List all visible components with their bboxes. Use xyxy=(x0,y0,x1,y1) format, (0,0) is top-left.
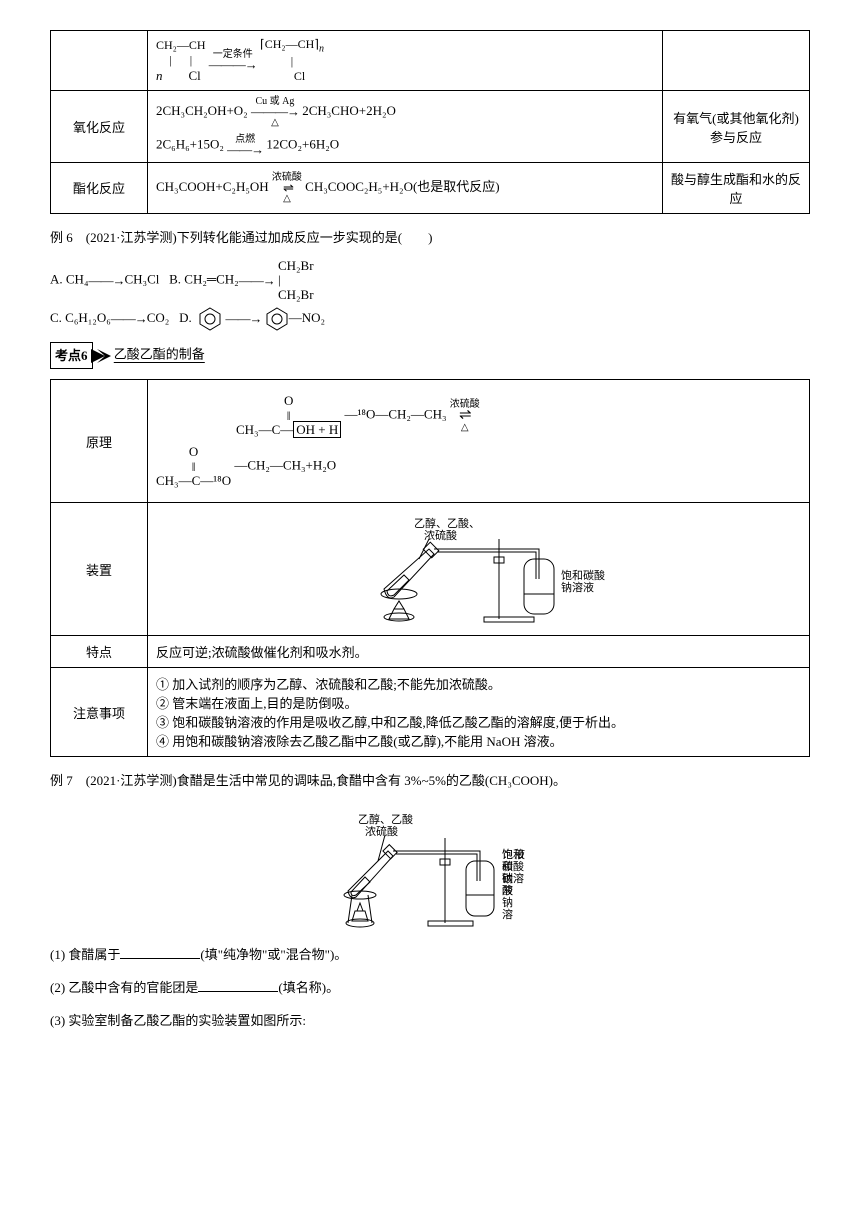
ethyl-acetate-table: 原理 O ‖ CH₃—C—OH + H —¹⁸O—CH₂—CH₃ 浓硫酸 ⇌ △… xyxy=(50,379,810,757)
row1-equations: 2CH₃CH₂OH+O₂ Cu 或 Ag ———→ △ 2CH₃CHO+2H₂O… xyxy=(148,91,663,162)
row0-note xyxy=(663,31,810,91)
example7-apparatus: 乙醇、乙酸浓硫酸 饱和碳酸钠溶液 饱和碳酸钠溶液 xyxy=(50,803,810,933)
row1-label: 氧化反应 xyxy=(51,91,148,162)
nitrobenzene-icon xyxy=(265,306,289,332)
notes-label: 注意事项 xyxy=(51,668,148,757)
arrow-icon xyxy=(91,349,111,363)
reagent-text: 乙醇、乙酸、浓硫酸 xyxy=(414,516,480,542)
row2-equation: CH₃COOH+C₂H₅OH 浓硫酸 ⇌ △ CH₃COOC₂H₅+H₂O(也是… xyxy=(148,162,663,213)
benzene-icon xyxy=(198,306,222,332)
apparatus-diagram2-icon: 乙醇、乙酸浓硫酸 饱和碳酸钠溶液 饱和碳酸钠溶液 xyxy=(310,803,550,933)
example7-q3: (3) 实验室制备乙酸乙酯的实验装置如图所示: xyxy=(50,1009,810,1032)
principle-equation: O ‖ CH₃—C—OH + H —¹⁸O—CH₂—CH₃ 浓硫酸 ⇌ △ O … xyxy=(148,380,810,503)
apparatus-cell: 乙醇、乙酸、浓硫酸 饱和碳酸钠溶液 xyxy=(148,503,810,636)
feature-label: 特点 xyxy=(51,636,148,668)
blank-input[interactable] xyxy=(120,944,200,959)
row0-label-cell xyxy=(51,31,148,91)
example7-q1: (1) 食醋属于(填"纯净物"或"混合物")。 xyxy=(50,943,810,966)
row1-note: 有氧气(或其他氧化剂)参与反应 xyxy=(663,91,810,162)
row2-label: 酯化反应 xyxy=(51,162,148,213)
row2-note: 酸与醇生成酯和水的反应 xyxy=(663,162,810,213)
kaodian-title: 乙酸乙酯的制备 xyxy=(114,347,205,362)
svg-text:饱和碳酸钠溶液: 饱和碳酸钠溶液 xyxy=(502,847,524,897)
blank-input[interactable] xyxy=(198,977,278,992)
feature-text: 反应可逆;浓硫酸做催化剂和吸水剂。 xyxy=(148,636,810,668)
principle-label: 原理 xyxy=(51,380,148,503)
reaction-type-table: CH₂—CH | | n Cl 一定条件 ———→ ⌈CH₂—CH⌉n | Cl… xyxy=(50,30,810,214)
apparatus-label: 装置 xyxy=(51,503,148,636)
example7-q2: (2) 乙酸中含有的官能团是(填名称)。 xyxy=(50,976,810,999)
example6-title: 例 6 (2021·江苏学测)下列转化能通过加成反应一步实现的是( ) xyxy=(50,226,810,249)
kaodian-tag: 考点6 xyxy=(50,342,93,369)
notes-list: ① 加入试剂的顺序为乙醇、浓硫酸和乙酸;不能先加浓硫酸。 ② 管末端在液面上,目… xyxy=(148,668,810,757)
apparatus-diagram-icon: 乙醇、乙酸、浓硫酸 饱和碳酸钠溶液 xyxy=(339,509,619,629)
svg-text:饱和碳酸钠溶液: 饱和碳酸钠溶液 xyxy=(561,568,605,594)
example6-options: A. CH₄——→CH₃Cl B. CH₂═CH₂——→ CH₂Br | CH₂… xyxy=(50,259,810,332)
row0-equation: CH₂—CH | | n Cl 一定条件 ———→ ⌈CH₂—CH⌉n | Cl xyxy=(148,31,663,91)
kaodian6-heading: 考点6 乙酸乙酯的制备 xyxy=(50,342,810,369)
svg-text:乙醇、乙酸浓硫酸: 乙醇、乙酸浓硫酸 xyxy=(358,812,413,838)
example7-title: 例 7 (2021·江苏学测)食醋是生活中常见的调味品,食醋中含有 3%~5%的… xyxy=(50,769,810,792)
